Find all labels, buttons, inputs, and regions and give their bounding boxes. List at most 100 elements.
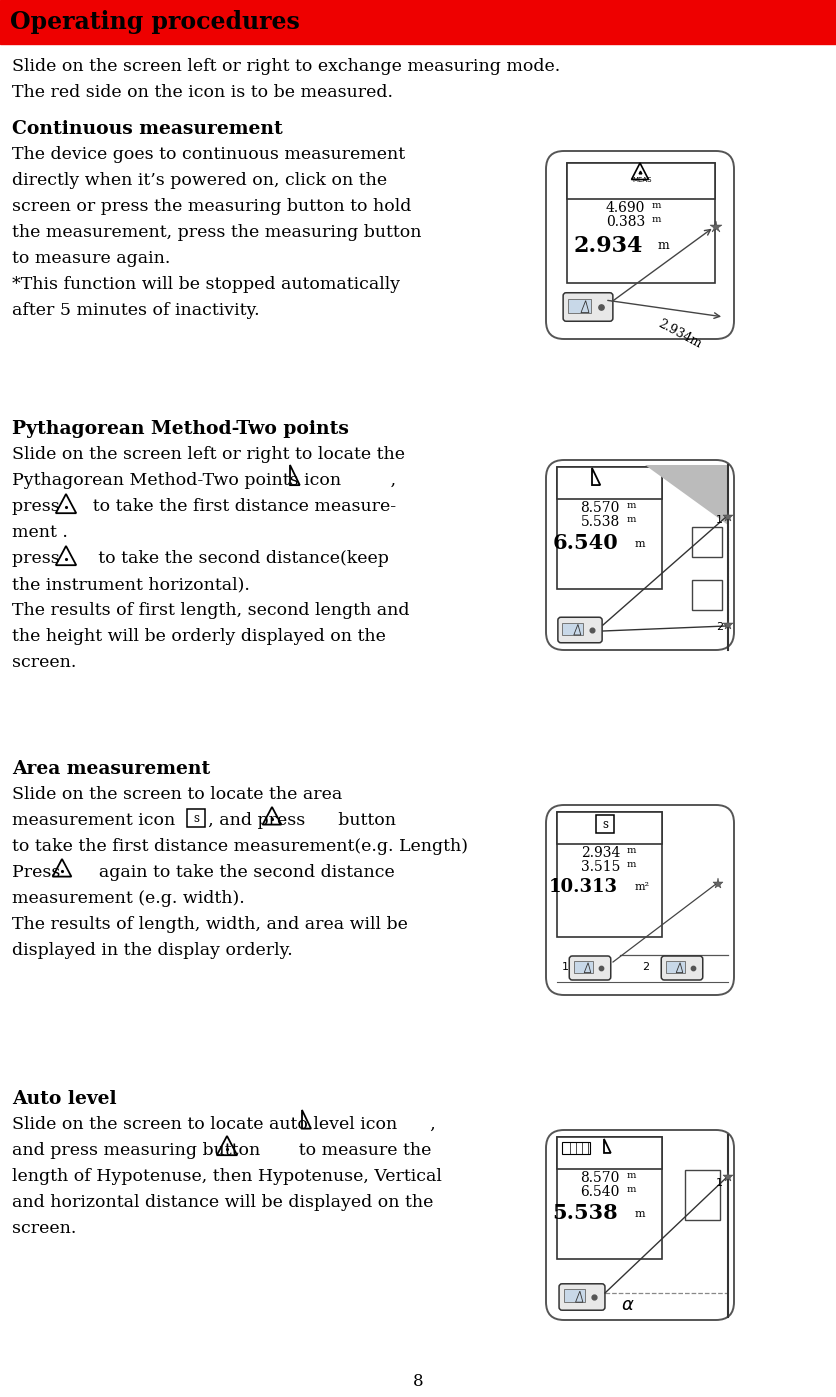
Bar [691,580,721,610]
Text: 8.570: 8.570 [580,502,619,515]
Text: the height will be orderly displayed on the: the height will be orderly displayed on … [12,629,385,645]
Text: 6.540: 6.540 [552,534,617,553]
Text: and press measuring button       to measure the: and press measuring button to measure th… [12,1141,431,1160]
Text: m: m [626,861,635,869]
Bar [556,812,661,844]
Text: The red side on the icon is to be measured.: The red side on the icon is to be measur… [12,84,393,101]
Text: Pythagorean Method-Two points: Pythagorean Method-Two points [12,420,349,439]
FancyBboxPatch shape [545,151,733,339]
Text: m: m [651,201,660,210]
Text: to measure again.: to measure again. [12,250,171,267]
Text: 2: 2 [641,963,649,972]
Bar [556,812,661,937]
Bar [563,1289,584,1302]
Text: m: m [626,1185,635,1194]
Text: 2.934m: 2.934m [655,317,703,351]
Bar [595,814,614,833]
Text: the measurement, press the measuring button: the measurement, press the measuring but… [12,224,421,242]
Text: Slide on the screen left or right to exchange measuring mode.: Slide on the screen left or right to exc… [12,59,559,75]
Text: Slide on the screen to locate auto level icon      ,: Slide on the screen to locate auto level… [12,1116,436,1133]
Text: 8: 8 [412,1373,423,1390]
Bar [691,527,721,557]
Text: screen.: screen. [12,1220,76,1236]
Text: 3.515: 3.515 [580,861,619,875]
Bar [684,1171,719,1220]
Text: directly when it’s powered on, click on the: directly when it’s powered on, click on … [12,172,387,189]
FancyBboxPatch shape [558,1284,604,1310]
Text: screen or press the measuring button to hold: screen or press the measuring button to … [12,198,410,215]
Text: and horizontal distance will be displayed on the: and horizontal distance will be displaye… [12,1194,433,1211]
Text: m: m [626,1171,635,1180]
Text: m: m [626,502,635,510]
Bar [561,1141,589,1154]
FancyBboxPatch shape [660,956,702,981]
Text: Continuous measurement: Continuous measurement [12,120,283,138]
Bar [566,163,714,284]
Text: m: m [657,239,669,251]
Text: 0.383: 0.383 [605,215,645,229]
Text: m: m [626,847,635,855]
Text: Press       again to take the second distance: Press again to take the second distance [12,863,395,882]
Text: Area measurement: Area measurement [12,760,210,778]
Bar [186,809,205,827]
Text: Auto level: Auto level [12,1090,116,1108]
Polygon shape [645,465,727,525]
Text: The results of first length, second length and: The results of first length, second leng… [12,602,409,619]
Text: 1: 1 [561,963,568,972]
Bar [556,467,661,590]
FancyBboxPatch shape [545,1130,733,1320]
Bar [562,623,583,634]
Text: 4.690: 4.690 [605,201,645,215]
Text: 8.570: 8.570 [580,1171,619,1185]
FancyBboxPatch shape [568,956,610,981]
Text: 1: 1 [715,1178,722,1187]
Bar [566,163,714,198]
Text: *This function will be stopped automatically: *This function will be stopped automatic… [12,277,400,293]
Text: The results of length, width, and area will be: The results of length, width, and area w… [12,916,407,933]
Text: 1: 1 [715,515,722,525]
Text: 5.538: 5.538 [552,1203,617,1222]
Bar [556,467,661,499]
Text: 5.538: 5.538 [580,515,619,529]
Text: m: m [651,215,660,224]
Text: screen.: screen. [12,654,76,671]
Text: to take the first distance measurement(e.g. Length): to take the first distance measurement(e… [12,838,467,855]
Text: 2.934: 2.934 [573,235,642,257]
Text: m: m [626,515,635,524]
Text: 2: 2 [715,622,722,631]
Bar [665,961,684,972]
Text: 2.934: 2.934 [580,847,619,861]
Text: m: m [635,1208,645,1220]
Text: measurement (e.g. width).: measurement (e.g. width). [12,890,244,907]
Text: m²: m² [635,882,650,893]
Text: press      to take the first distance measure-: press to take the first distance measure… [12,497,395,515]
Bar [556,1137,661,1169]
Text: s: s [193,812,199,826]
Text: 10.313: 10.313 [548,877,617,895]
FancyBboxPatch shape [558,617,601,643]
Text: m: m [635,539,645,549]
Text: after 5 minutes of inactivity.: after 5 minutes of inactivity. [12,302,259,319]
FancyBboxPatch shape [563,293,612,321]
Text: the instrument horizontal).: the instrument horizontal). [12,576,250,592]
FancyBboxPatch shape [545,460,733,650]
Bar [0,0,836,43]
Text: measurement icon      , and press      button: measurement icon , and press button [12,812,395,828]
Text: s: s [601,819,607,831]
Text: $\alpha$: $\alpha$ [620,1296,634,1315]
Bar [568,299,591,313]
Text: press       to take the second distance(keep: press to take the second distance(keep [12,550,389,567]
Text: 6.540: 6.540 [580,1185,619,1199]
Text: ment .: ment . [12,524,68,541]
Text: displayed in the display orderly.: displayed in the display orderly. [12,942,293,958]
Text: The device goes to continuous measurement: The device goes to continuous measuremen… [12,147,405,163]
Text: Operating procedures: Operating procedures [10,10,299,34]
Text: Pythagorean Method-Two points icon         ,: Pythagorean Method-Two points icon , [12,472,395,489]
Text: Slide on the screen left or right to locate the: Slide on the screen left or right to loc… [12,446,405,462]
FancyBboxPatch shape [545,805,733,995]
Bar [556,1137,661,1259]
Text: Slide on the screen to locate the area: Slide on the screen to locate the area [12,787,342,803]
Text: length of Hypotenuse, then Hypotenuse, Vertical: length of Hypotenuse, then Hypotenuse, V… [12,1168,441,1185]
Text: MEAS: MEAS [631,177,651,183]
Bar [573,961,592,972]
